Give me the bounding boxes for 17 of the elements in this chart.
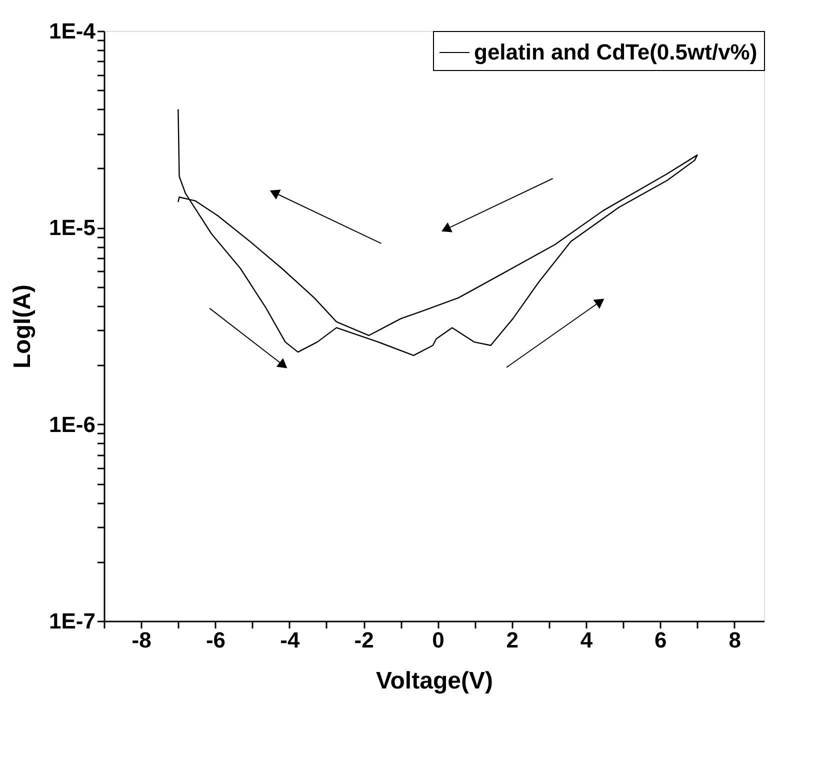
x-tick-label: 2	[506, 628, 518, 652]
x-tick-label: -2	[354, 628, 374, 652]
y-axis-title: LogI(A)	[9, 284, 36, 368]
x-tick-label: -8	[132, 628, 152, 652]
y-tick-label: 1E-4	[49, 18, 96, 44]
legend-label: gelatin and CdTe(0.5wt/v%)	[474, 40, 758, 64]
y-tick-label: 1E-5	[49, 215, 96, 240]
x-tick-label: -6	[206, 628, 226, 652]
line-series	[178, 108, 698, 356]
x-tick-label: -4	[280, 628, 300, 652]
x-tick-label: 4	[580, 628, 594, 652]
y-tick-label: 1E-7	[49, 608, 96, 634]
x-axis-title: Voltage(V)	[376, 668, 493, 694]
y-tick-label: 1E-6	[49, 412, 96, 437]
x-tick-label: 0	[432, 628, 444, 652]
x-tick-label: 8	[728, 628, 741, 652]
x-tick-label: 6	[654, 628, 667, 652]
